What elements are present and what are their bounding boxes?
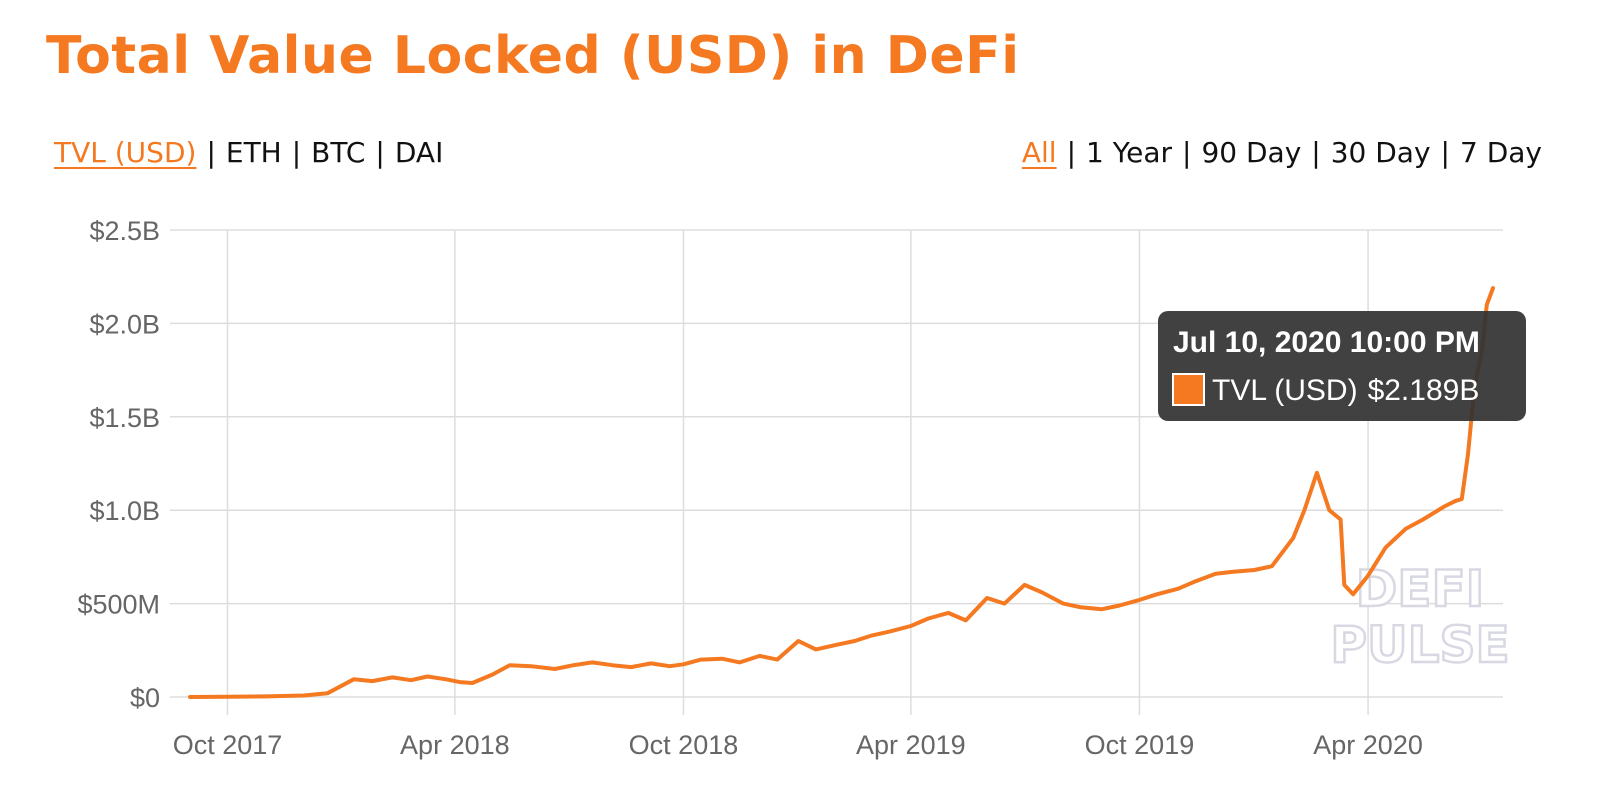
tooltip-value: $2.189B xyxy=(1368,374,1480,407)
watermark-line-1: DEFI xyxy=(1356,560,1484,618)
y-tick-label: $2.5B xyxy=(89,216,160,246)
range-option-7-day[interactable]: 7 Day xyxy=(1459,136,1542,169)
separator: | xyxy=(1066,136,1077,169)
separator: | xyxy=(1311,136,1321,169)
range-option-90-day[interactable]: 90 Day xyxy=(1201,136,1302,169)
y-tick-label: $500M xyxy=(77,590,160,620)
defi-pulse-watermark: DEFI PULSE xyxy=(1329,559,1511,676)
separator: | xyxy=(206,136,216,169)
metric-toggle: TVL (USD) | ETH | BTC | DAI xyxy=(54,136,443,169)
metric-option-eth[interactable]: ETH xyxy=(225,136,282,169)
x-tick-label: Oct 2017 xyxy=(173,730,283,760)
tooltip-box xyxy=(1158,311,1526,421)
page-title: Total Value Locked (USD) in DeFi xyxy=(46,26,1020,86)
y-tick-label: $0 xyxy=(130,683,160,713)
separator: | xyxy=(375,136,385,169)
range-option-all[interactable]: All xyxy=(1021,136,1057,169)
tooltip-series-name: TVL (USD) xyxy=(1212,374,1358,407)
y-tick-label: $1.5B xyxy=(89,403,160,433)
tvl-series-line xyxy=(188,286,1495,699)
chart-tooltip: Jul 10, 2020 10:00 PM TVL (USD) $2.189B xyxy=(1158,311,1526,421)
axis-layer: $0 $500M $1.0B $1.5B $2.0B $2.5B Oct 2017 Apr 2… xyxy=(77,216,1422,760)
tooltip-series-swatch xyxy=(1172,373,1205,406)
x-tick-label: Oct 2018 xyxy=(629,730,739,760)
separator: | xyxy=(1440,136,1450,169)
metric-option-dai[interactable]: DAI xyxy=(394,136,444,169)
grid-layer xyxy=(170,229,1503,715)
x-tick-label: Apr 2020 xyxy=(1313,730,1423,760)
tooltip-date: Jul 10, 2020 10:00 PM xyxy=(1173,326,1480,359)
tooltip-series-label: TVL (USD) $2.189B xyxy=(1212,374,1479,407)
y-tick-label: $2.0B xyxy=(89,309,160,339)
separator: | xyxy=(291,136,302,169)
metric-option-tvl-usd[interactable]: TVL (USD) xyxy=(54,136,197,169)
y-tick-label: $1.0B xyxy=(89,496,160,526)
series-layer xyxy=(188,286,1495,699)
range-toggle: All | 1 Year | 90 Day | 30 Day | 7 Day xyxy=(1022,136,1542,169)
watermark-line-2: PULSE xyxy=(1330,616,1509,674)
range-option-1-year[interactable]: 1 Year xyxy=(1086,136,1173,169)
tvl-line-chart[interactable]: DEFI PULSE $0 $500M $1.0B $1.5B $2.0B $2.5B Oc… xyxy=(0,200,1600,800)
x-tick-label: Oct 2019 xyxy=(1085,730,1195,760)
x-tick-label: Apr 2018 xyxy=(400,730,510,760)
metric-option-btc[interactable]: BTC xyxy=(311,136,366,169)
separator: | xyxy=(1182,136,1192,169)
x-tick-label: Apr 2019 xyxy=(856,730,966,760)
range-option-30-day[interactable]: 30 Day xyxy=(1330,136,1431,169)
